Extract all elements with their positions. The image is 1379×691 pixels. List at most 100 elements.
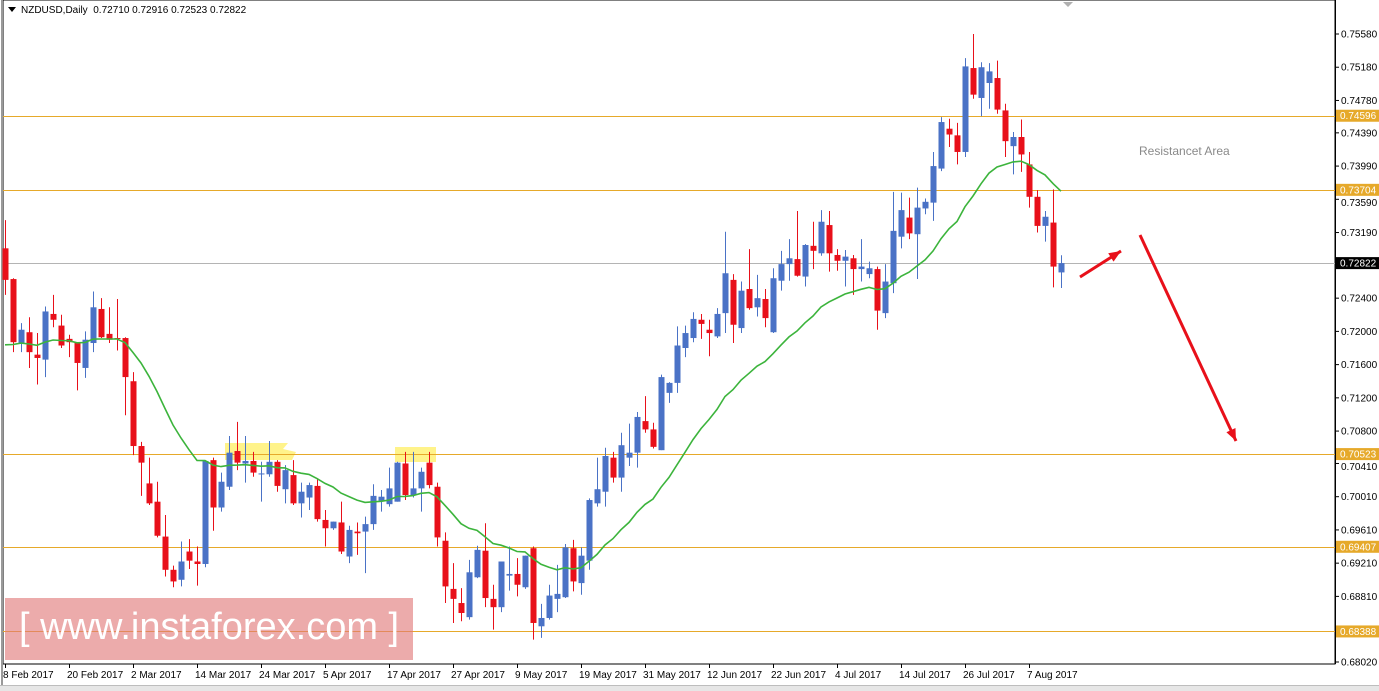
candle-bull — [306, 485, 313, 498]
candle-bull — [738, 290, 745, 329]
current-price-label: 0.72822 — [1340, 259, 1377, 270]
candle-bear — [834, 254, 841, 261]
level-label: 0.74596 — [1340, 111, 1377, 122]
candle-bull — [202, 460, 209, 564]
x-tick-label: 27 Apr 2017 — [451, 670, 505, 681]
x-tick-label: 4 Jul 2017 — [835, 670, 882, 681]
candle-bull — [594, 489, 601, 504]
candle-bull — [802, 244, 809, 277]
y-tick-label: 0.75180 — [1341, 63, 1378, 74]
candle-bear — [106, 333, 113, 340]
candle-bull — [1058, 263, 1065, 273]
candle-bear — [746, 289, 753, 309]
dropdown-triangle-icon[interactable] — [8, 7, 16, 12]
current-price-label-bg — [1336, 257, 1379, 270]
y-tick-label: 0.71200 — [1341, 393, 1378, 404]
candle-bear — [450, 588, 457, 599]
candle-bear — [10, 279, 17, 343]
ohlc-readout: 0.72710 0.72916 0.72523 0.72822 — [93, 5, 247, 16]
chart-title: NZDUSD,Daily 0.72710 0.72916 0.72523 0.7… — [8, 5, 246, 16]
candle-bear — [906, 217, 913, 234]
y-tick-label: 0.68810 — [1341, 592, 1378, 603]
level-label: 0.69407 — [1340, 542, 1377, 553]
candle-bull — [690, 318, 697, 339]
candle-bear — [322, 519, 329, 529]
candle-bull — [562, 547, 569, 598]
candle-bull — [634, 416, 641, 453]
candle-bear — [130, 381, 137, 447]
candle-bear — [826, 225, 833, 254]
candle-bear — [274, 461, 281, 486]
candle-bear — [138, 446, 145, 463]
candle-bull — [882, 281, 889, 314]
level-label-bg — [1336, 625, 1379, 638]
y-tick-label: 0.69610 — [1341, 525, 1378, 536]
y-tick-label: 0.70410 — [1341, 462, 1378, 473]
y-tick-label: 0.70800 — [1341, 427, 1378, 438]
arrow-down-head-icon — [1226, 428, 1236, 441]
candle-bull — [930, 166, 937, 203]
candle-bull — [226, 452, 233, 487]
candle-bull — [986, 71, 993, 84]
candle-bear — [290, 475, 297, 504]
y-tick-label: 0.68020 — [1341, 658, 1378, 669]
candle-bear — [730, 279, 737, 325]
candle-bear — [610, 457, 617, 478]
candle-bull — [330, 521, 337, 529]
candle-bull — [298, 491, 305, 504]
candle-bull — [378, 496, 385, 501]
y-tick-label: 0.74390 — [1341, 128, 1378, 139]
candle-bull — [258, 473, 265, 475]
candle-bull — [266, 461, 273, 475]
candle-bull — [242, 460, 249, 464]
candle-bear — [2, 248, 9, 280]
x-tick-label: 31 May 2017 — [643, 670, 701, 681]
x-tick-label: 22 Jun 2017 — [771, 670, 826, 681]
candle-bear — [1034, 196, 1041, 226]
candle-bull — [538, 617, 545, 627]
candle-bull — [282, 470, 289, 490]
candle-bull — [914, 207, 921, 235]
candle-bear — [570, 548, 577, 582]
candle-bull — [1042, 216, 1049, 226]
x-tick-label: 8 Feb 2017 — [3, 670, 54, 681]
candle-bear — [458, 603, 465, 613]
candle-bear — [434, 486, 441, 538]
candle-bear — [954, 135, 961, 152]
arrow-down — [1138, 234, 1238, 442]
candle-bear — [1026, 164, 1033, 197]
plot-frame — [2, 0, 1336, 665]
candle-bear — [186, 551, 193, 561]
x-tick-label: 20 Feb 2017 — [67, 670, 124, 681]
level-label: 0.73704 — [1340, 185, 1377, 196]
candle-bear — [162, 536, 169, 570]
candle-bull — [362, 524, 369, 532]
candle-bull — [938, 122, 945, 169]
candle-bull — [818, 221, 825, 254]
level-label: 0.70523 — [1340, 450, 1377, 461]
x-tick-label: 17 Apr 2017 — [387, 670, 441, 681]
candle-bear — [210, 460, 217, 508]
candle-bear — [1050, 222, 1057, 267]
status-bar — [0, 685, 1379, 691]
candle-bear — [234, 451, 241, 463]
candle-bull — [666, 382, 673, 393]
candle-bull — [770, 278, 777, 333]
candle-bear — [1018, 137, 1025, 155]
x-tick-label: 14 Mar 2017 — [195, 670, 252, 681]
candle-bear — [1002, 110, 1009, 142]
candle-bear — [530, 548, 537, 623]
x-tick-label: 2 Mar 2017 — [131, 670, 182, 681]
candle-bear — [970, 68, 977, 95]
candle-bull — [346, 529, 353, 557]
x-tick-label: 9 May 2017 — [515, 670, 568, 681]
x-tick-label: 19 May 2017 — [579, 670, 637, 681]
candle-bear — [946, 128, 953, 135]
watermark: [ www.instaforex.com ] — [5, 598, 414, 660]
candle-bull — [890, 230, 897, 284]
scroll-marker-icon[interactable] — [1063, 2, 1073, 7]
x-tick-label: 7 Aug 2017 — [1027, 670, 1078, 681]
candle-bear — [98, 308, 105, 338]
candle-bull — [586, 500, 593, 561]
candle-bull — [842, 256, 849, 261]
